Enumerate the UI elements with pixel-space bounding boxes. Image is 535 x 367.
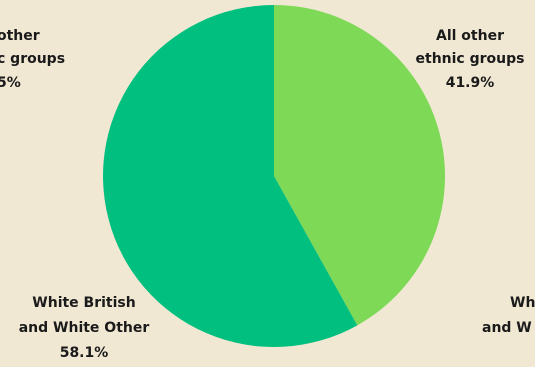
pie-slice-1 <box>103 5 358 347</box>
slice-value-label: 41.9% <box>446 75 495 91</box>
slice-label-line: All other <box>436 28 504 44</box>
clipped-label-line: and W <box>482 320 532 336</box>
clipped-label-left: other c groups 5% <box>0 28 65 91</box>
clipped-label-line: other <box>0 28 40 44</box>
pie-slices <box>103 5 446 347</box>
clipped-label-line: Whi <box>510 295 535 311</box>
clipped-label-right: Whi and W <box>482 295 535 336</box>
slice-label-white-british-and-white-other: White British and White Other 58.1% <box>19 295 150 361</box>
pie-slice-0 <box>274 5 446 326</box>
slice-value-label: 58.1% <box>60 345 109 361</box>
slice-label-line: White British <box>32 295 135 311</box>
clipped-label-line: c groups <box>0 51 65 67</box>
clipped-label-line: 5% <box>0 75 21 91</box>
slice-label-line: ethnic groups <box>416 51 525 67</box>
slice-label-line: and White Other <box>19 320 150 336</box>
slice-label-all-other-ethnic-groups: All other ethnic groups 41.9% <box>416 28 525 91</box>
